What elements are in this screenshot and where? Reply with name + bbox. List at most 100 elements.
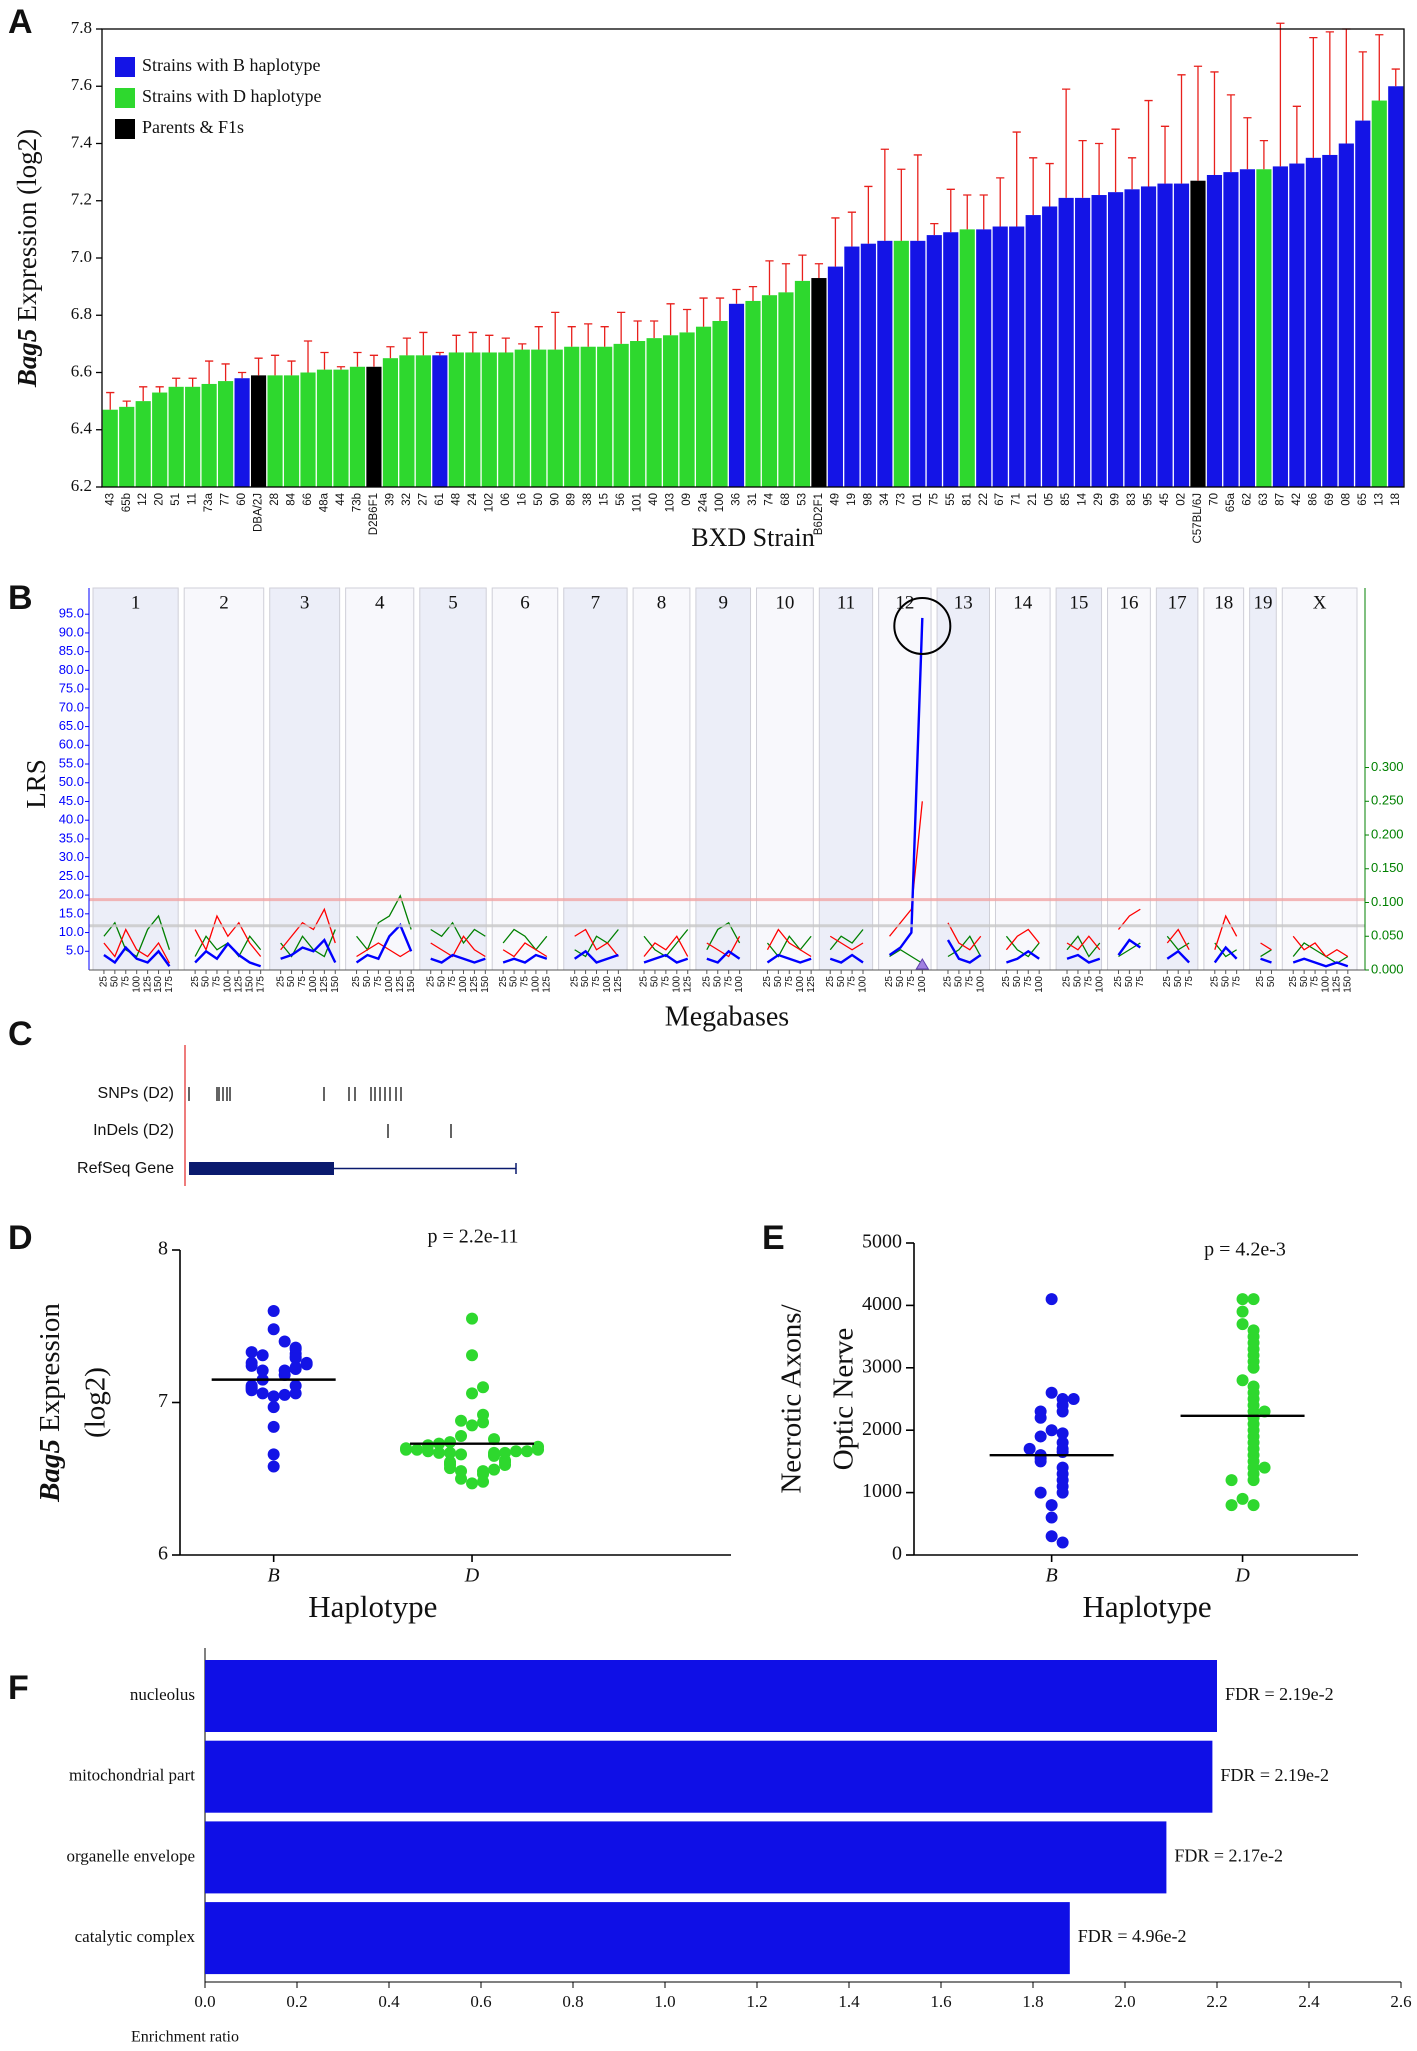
bar: [1009, 226, 1025, 487]
point: [278, 1335, 291, 1348]
error-bar: [501, 337, 510, 353]
point: [444, 1436, 457, 1449]
x-tick-label: DBA/2J: [253, 493, 265, 532]
x-tick-label: 100: [131, 976, 142, 993]
error-bar: [1391, 68, 1400, 87]
point: [289, 1341, 302, 1354]
x-tick-label: 50: [201, 976, 212, 988]
x-axis-label: Enrichment ratio: [131, 2029, 239, 2046]
chromosome-band: [1281, 587, 1358, 971]
chromosome-band: [818, 587, 874, 971]
x-tick-label: 14: [1077, 492, 1089, 505]
additive_b-line: [1166, 928, 1190, 951]
bar: [119, 406, 135, 487]
bar: [778, 292, 794, 487]
x-tick-label: 02: [1176, 493, 1188, 506]
bar: [1355, 120, 1371, 487]
bar: [250, 375, 267, 487]
point: [267, 1460, 280, 1473]
additive_b-line: [194, 914, 262, 957]
bar: [1239, 169, 1256, 487]
x-tick-label: 28: [269, 493, 281, 506]
x-axis-label: Haplotype: [308, 1589, 437, 1624]
error-bar: [1193, 65, 1203, 181]
y-axis-label: Optic Nerve: [828, 1328, 860, 1471]
x-tick-label: 100: [308, 976, 319, 993]
point: [278, 1388, 291, 1401]
x-tick-label: 0.8: [562, 1992, 583, 2011]
x-tick-label: 06: [500, 493, 512, 506]
error-bar: [897, 168, 906, 241]
point: [400, 1442, 413, 1455]
error-bar: [1111, 128, 1120, 193]
lrs-line: [706, 949, 741, 964]
x-tick-label: 81: [961, 493, 973, 506]
track-label: RefSeq Gene: [77, 1160, 174, 1177]
x-tick-label: B: [1046, 1565, 1058, 1587]
x-tick-label: 125: [319, 976, 330, 993]
additive_b-line: [829, 935, 864, 951]
point: [444, 1455, 457, 1468]
x-tick-label: 125: [682, 976, 693, 993]
bar: [827, 266, 843, 487]
chromosome-label: 9: [718, 592, 728, 613]
y-axis-label-gene: Bag5: [34, 1439, 66, 1503]
x-tick-label: 11: [187, 493, 199, 505]
x-tick-label: 48: [450, 493, 462, 506]
x-tick-label: 36: [731, 493, 743, 506]
bar: [481, 352, 497, 487]
x-tick-label: 25: [498, 976, 509, 988]
bar: [580, 346, 596, 487]
x-tick-label: 150: [480, 976, 491, 993]
point: [267, 1390, 280, 1403]
x-tick-label: 25: [1113, 976, 1124, 988]
bar: [844, 246, 860, 487]
y2-tick-label: 0.300: [1371, 759, 1404, 774]
annotation: FDR = 2.19e-2: [1225, 1684, 1334, 1704]
chromosome-band: [269, 587, 341, 971]
y-tick-label: 25.0: [59, 868, 84, 883]
error-bar: [1358, 51, 1367, 121]
x-tick-label: 05: [1044, 493, 1056, 506]
y-tick-label: 6.6: [71, 361, 92, 380]
error-bar: [963, 194, 972, 230]
y-tick-label: 65.0: [59, 718, 84, 733]
point: [1067, 1393, 1080, 1405]
point: [1045, 1424, 1058, 1437]
x-tick-label: 100: [671, 976, 682, 993]
point: [532, 1440, 545, 1453]
x-tick-label: 61: [434, 493, 446, 506]
additive_b-line: [643, 935, 689, 957]
panel-label: A: [8, 3, 33, 41]
y-tick-label: 90.0: [59, 624, 84, 639]
error-bar: [155, 386, 164, 393]
error-bar: [1144, 99, 1153, 187]
point: [1045, 1293, 1058, 1306]
lrs-line: [103, 945, 171, 967]
x-tick-label: 50: [1124, 976, 1135, 988]
error-bar: [600, 326, 609, 347]
point: [455, 1414, 468, 1427]
point: [1258, 1405, 1271, 1418]
x-tick-label: 50: [773, 976, 784, 988]
bar: [1272, 166, 1288, 487]
point: [1034, 1430, 1047, 1443]
legend-label: Parents & F1s: [142, 117, 244, 137]
x-tick-label: D: [464, 1565, 480, 1587]
x-tick-label: B6D2F1: [813, 493, 825, 535]
x-tick-label: 22: [978, 493, 990, 506]
bar: [102, 409, 118, 487]
x-tick-label: 42: [1291, 493, 1303, 506]
x-tick-label: 71: [1011, 493, 1023, 506]
chromosome-band: [632, 587, 691, 971]
x-tick-label: 25: [275, 976, 286, 988]
bar: [992, 226, 1008, 487]
chromosome-band: [419, 587, 487, 971]
point: [289, 1361, 302, 1374]
bar: [498, 352, 514, 487]
bar: [646, 338, 662, 487]
y-tick-label: 50.0: [59, 774, 84, 789]
point: [300, 1356, 313, 1369]
bar: [564, 346, 580, 487]
